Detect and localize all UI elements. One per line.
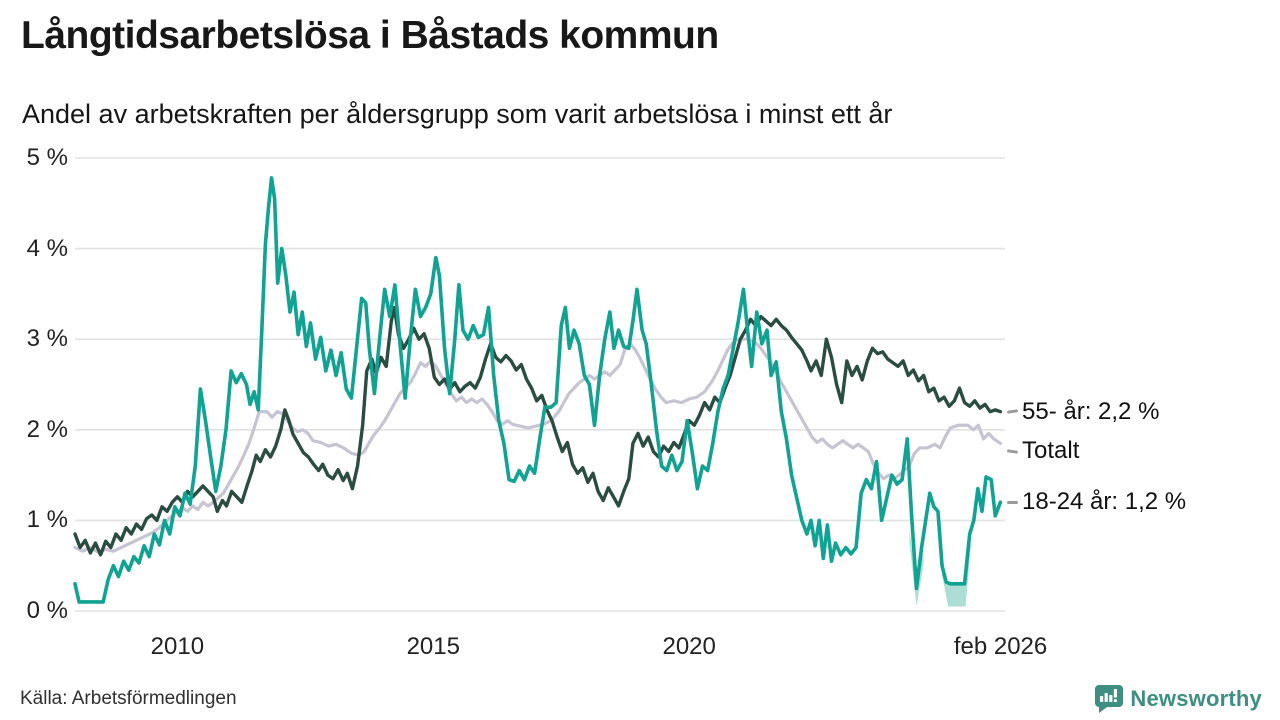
y-tick-label: 5 % (26, 144, 68, 171)
y-tick-label: 0 % (26, 597, 68, 624)
source-credit: Källa: Arbetsförmedlingen (20, 688, 237, 709)
label-connector-18-24 (1007, 501, 1018, 504)
y-tick-label: 1 % (26, 506, 68, 534)
series-end-label-18-24: 18-24 år: 1,2 % (1022, 488, 1187, 515)
series-end-label-55: 55- år: 2,2 % (1022, 398, 1160, 425)
y-tick-label: 4 % (26, 234, 68, 262)
x-tick-label: 2015 (406, 633, 460, 660)
page-title: Långtidsarbetslösa i Båstads kommun (21, 14, 719, 57)
uncertainty-band-2 (942, 531, 971, 607)
brand-lockup: Newsworthy (1092, 683, 1262, 714)
chart-subtitle: Andel av arbetskraften per åldersgrupp s… (22, 99, 893, 129)
y-tick-label: 2 % (26, 415, 68, 443)
y-tick-label: 3 % (26, 325, 68, 353)
brand-name: Newsworthy (1130, 685, 1262, 711)
series-end-label-total: Totalt (1022, 437, 1080, 464)
series-line-18-24-r (73, 176, 1003, 604)
x-tick-label: 2010 (150, 633, 205, 660)
series-line-55-r (73, 305, 1003, 557)
x-tick-label: feb 2026 (953, 633, 1048, 660)
newsworthy-logo-icon (1095, 685, 1124, 713)
x-tick-label: 2020 (662, 633, 716, 660)
